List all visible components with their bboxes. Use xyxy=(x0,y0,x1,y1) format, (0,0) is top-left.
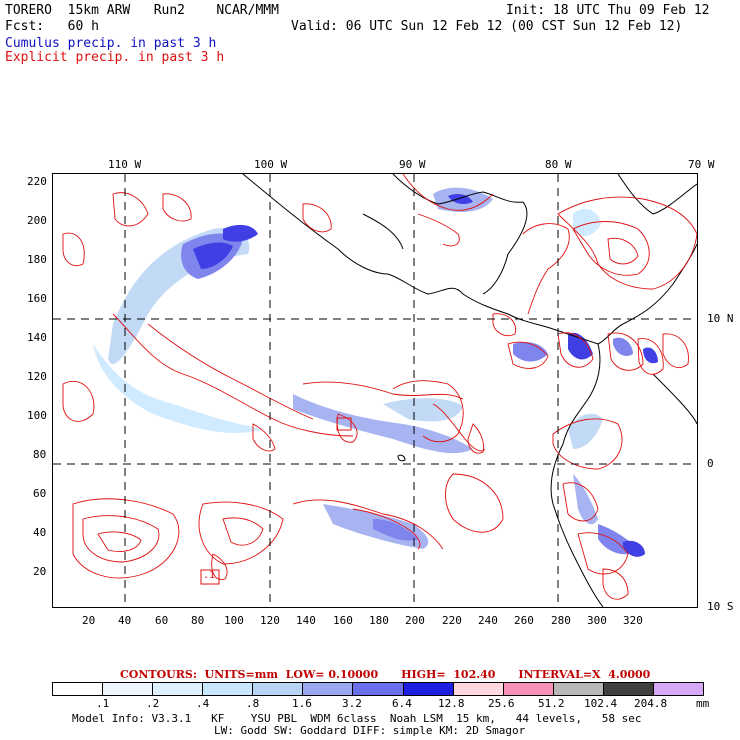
colorbar-swatch xyxy=(103,683,154,695)
colorbar-swatch xyxy=(553,683,604,695)
y-tick: 20 xyxy=(33,565,47,578)
x-tick: 140 xyxy=(296,614,316,627)
init-time: Init: 18 UTC Thu 09 Feb 12 xyxy=(506,3,710,18)
valid-time: Valid: 06 UTC Sun 12 Feb 12 (00 CST Sun … xyxy=(291,19,683,34)
colorbar-swatch xyxy=(403,683,454,695)
colorbar-label: .4 xyxy=(196,697,210,710)
y-tick: 40 xyxy=(33,526,47,539)
precip-map: .1 xyxy=(52,173,698,608)
model-title: TORERO 15km ARW Run2 NCAR/MMM xyxy=(5,3,279,18)
lon-label-80w: 80 W xyxy=(545,158,572,171)
y-tick: 140 xyxy=(27,331,47,344)
y-tick: 180 xyxy=(27,253,47,266)
lon-label-100w: 100 W xyxy=(254,158,288,171)
model-info: Model Info: V3.3.1 KF YSU PBL WDM 6class… xyxy=(72,712,642,725)
lat-lon-grid xyxy=(53,174,697,607)
y-tick: 60 xyxy=(33,487,47,500)
colorbar-unit: mm xyxy=(696,697,710,710)
lon-label-110w: 110 W xyxy=(108,158,142,171)
y-tick: 100 xyxy=(27,409,47,422)
x-tick: 180 xyxy=(369,614,389,627)
x-tick: 80 xyxy=(191,614,205,627)
colorbar-label: 6.4 xyxy=(392,697,412,710)
x-tick: 60 xyxy=(155,614,169,627)
colorbar-swatch xyxy=(453,683,504,695)
lon-label-70w: 70 W xyxy=(688,158,715,171)
colorbar-swatch xyxy=(203,683,254,695)
y-tick: 120 xyxy=(27,370,47,383)
colorbar-swatch xyxy=(353,683,404,695)
precip-colorbar xyxy=(52,682,704,696)
contour-label: .1 xyxy=(203,570,216,581)
y-tick: 160 xyxy=(27,292,47,305)
colorbar-label: 12.8 xyxy=(438,697,465,710)
colorbar-swatch xyxy=(303,683,354,695)
y-tick: 220 xyxy=(27,175,47,188)
colorbar-label: 102.4 xyxy=(584,697,618,710)
explicit-precip-contours xyxy=(62,174,697,600)
x-tick: 200 xyxy=(405,614,425,627)
x-tick: 220 xyxy=(442,614,462,627)
y-tick: 80 xyxy=(33,448,47,461)
x-tick: 100 xyxy=(224,614,244,627)
colorbar-label: 1.6 xyxy=(292,697,312,710)
x-tick: 120 xyxy=(260,614,280,627)
colorbar-swatch xyxy=(153,683,204,695)
explicit-legend-line: Explicit precip. in past 3 h xyxy=(5,50,225,65)
lat-label-10s: 10 S xyxy=(707,600,734,613)
x-tick: 240 xyxy=(478,614,498,627)
x-tick: 260 xyxy=(514,614,534,627)
colorbar-swatch xyxy=(53,683,104,695)
x-tick: 20 xyxy=(82,614,96,627)
x-tick: 160 xyxy=(333,614,353,627)
lat-label-0: 0 xyxy=(707,457,714,470)
y-tick: 200 xyxy=(27,214,47,227)
colorbar-swatch xyxy=(503,683,554,695)
colorbar-swatch xyxy=(603,683,654,695)
lat-label-10n: 10 N xyxy=(707,312,734,325)
contour-label-box xyxy=(336,417,352,431)
x-tick: 300 xyxy=(587,614,607,627)
colorbar-label: .2 xyxy=(146,697,160,710)
x-tick: 280 xyxy=(551,614,571,627)
colorbar-swatch xyxy=(253,683,304,695)
colorbar-label: 51.2 xyxy=(538,697,565,710)
contour-label-box xyxy=(200,569,220,585)
forecast-hour: Fcst: 60 h xyxy=(5,19,99,34)
x-tick: 320 xyxy=(623,614,643,627)
physics-info: LW: Godd SW: Goddard DIFF: simple KM: 2D… xyxy=(214,724,526,737)
lon-label-90w: 90 W xyxy=(399,158,426,171)
cumulus-precip-shading xyxy=(93,187,658,557)
contour-info: CONTOURS: UNITS=mm LOW= 0.10000 HIGH= 10… xyxy=(120,668,651,681)
coastlines xyxy=(242,174,697,607)
colorbar-label: 25.6 xyxy=(488,697,515,710)
colorbar-label: 204.8 xyxy=(634,697,668,710)
map-canvas xyxy=(53,174,697,607)
colorbar-label: 3.2 xyxy=(342,697,362,710)
colorbar-label: .1 xyxy=(96,697,110,710)
cumulus-legend-line: Cumulus precip. in past 3 h xyxy=(5,36,217,51)
colorbar-swatch xyxy=(653,683,704,695)
x-tick: 40 xyxy=(118,614,132,627)
colorbar-label: .8 xyxy=(246,697,260,710)
